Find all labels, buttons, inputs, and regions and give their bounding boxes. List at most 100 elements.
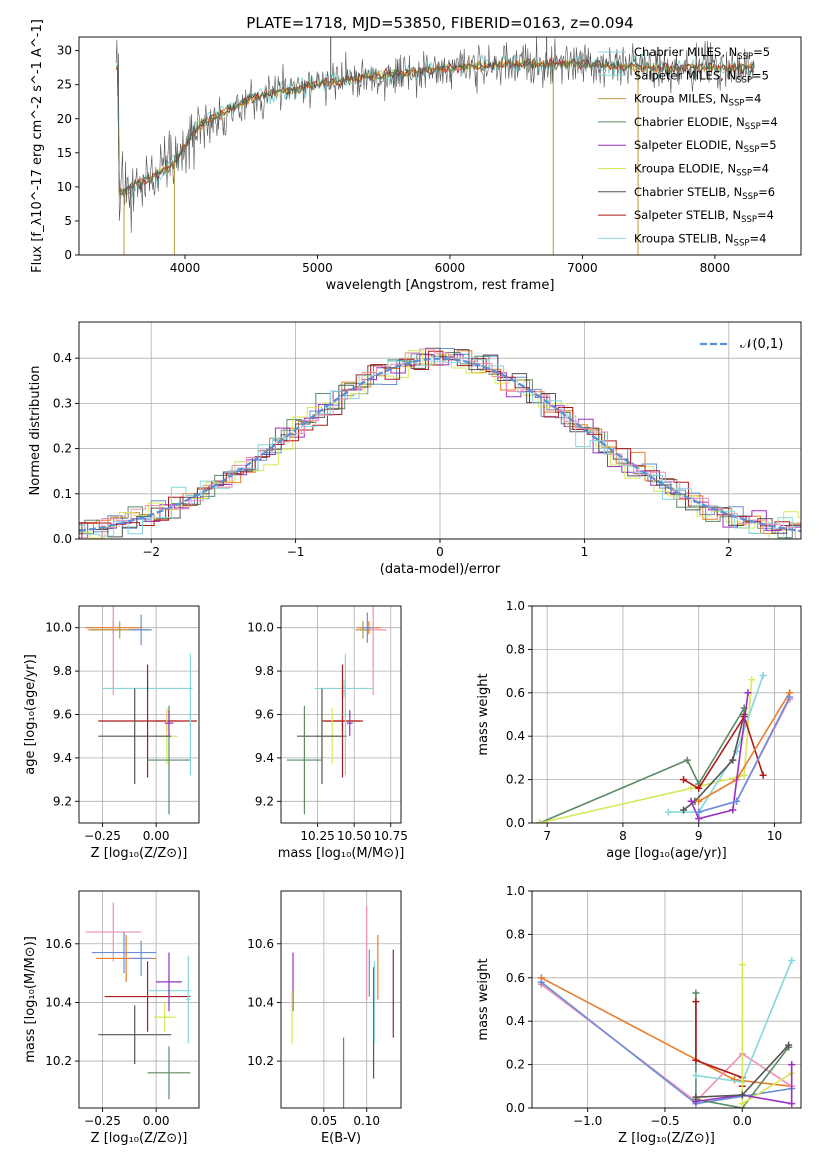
y-axis-label: Normed distribution — [28, 366, 43, 496]
series-marker — [729, 756, 737, 764]
y-tick-label: 10.4 — [247, 995, 274, 1009]
legend-label-base: Salpeter STELIB, N — [634, 208, 741, 222]
spectrum-line — [115, 57, 754, 195]
y-axis-label: mass weight — [476, 673, 491, 755]
legend-label-base: Kroupa MILES, N — [634, 92, 729, 106]
axes-frame — [78, 36, 802, 256]
panel-age_vs_Z: −0.25 0.00 9.2 9.4 9.6 9.8 10.0 Z [log₁₀(Z/Z⊙)]… — [23, 605, 200, 861]
legend-label-base: Salpeter ELODIE, N — [634, 138, 744, 152]
y-tick-label: 0.4 — [53, 351, 72, 365]
series-line — [683, 714, 764, 790]
histogram-line — [79, 354, 801, 539]
y-tick-label: 0.3 — [53, 396, 72, 410]
y-tick-label: 9.4 — [53, 751, 72, 765]
x-tick-label: 8 — [619, 829, 627, 843]
axes-frame — [78, 890, 200, 1109]
panel-weight_vs_age: 7 8 9 10 0.0 0.2 0.4 0.6 0.8 1.0 age [log₁₀(age/yr… — [476, 599, 802, 861]
panel-mass_vs_ebv: 0.05 0.10 10.2 10.4 10.6 E(B-V) — [247, 890, 402, 1146]
series-line — [539, 679, 753, 823]
series-marker — [692, 989, 700, 997]
x-axis-label: mass [log₁₀(M/M⊙)] — [278, 846, 405, 861]
legend-label: Salpeter MILES, NSSP=5 — [634, 68, 769, 85]
y-tick-label: 9.4 — [255, 751, 274, 765]
legend-label-base: Chabrier STELIB, N — [634, 185, 742, 199]
legend-label-tail: =5 — [753, 45, 770, 59]
x-tick-label: −2 — [142, 545, 160, 559]
series-line — [540, 983, 793, 1103]
x-tick-label: 10.25 — [300, 829, 334, 843]
panel-spectrum: 4000 5000 6000 7000 8000 0 5 10 15 20 25 30 waveleng… — [30, 14, 802, 293]
legend-label-base: Chabrier MILES, N — [634, 45, 737, 59]
x-axis-label: Z [log₁₀(Z/Z⊙)] — [91, 846, 188, 861]
y-tick-label: 9.8 — [255, 664, 274, 678]
legend-label-sub: SSP — [736, 169, 752, 179]
y-tick-label: 10 — [57, 180, 72, 194]
y-tick-label: 0 — [64, 248, 72, 262]
series-marker — [695, 797, 703, 805]
series-marker — [536, 819, 544, 823]
series-marker — [786, 693, 794, 701]
x-axis-label: Z [log₁₀(Z/Z⊙)] — [618, 1131, 715, 1146]
histogram-line — [79, 357, 801, 537]
axes-frame — [531, 890, 802, 1109]
legend-label: 𝒩(0,1) — [740, 337, 783, 352]
y-tick-label: 5 — [64, 214, 72, 228]
x-tick-label: 0.05 — [310, 1114, 337, 1128]
y-tick-label: 9.6 — [255, 708, 274, 722]
y-axis-label: mass [log₁₀(M/M⊙)] — [23, 936, 38, 1063]
x-tick-label: −1 — [287, 545, 305, 559]
x-tick-label: 2 — [725, 545, 733, 559]
y-tick-label: 0.6 — [506, 686, 525, 700]
y-tick-label: 9.8 — [53, 664, 72, 678]
legend-label: Chabrier ELODIE, NSSP=4 — [634, 115, 778, 132]
series-marker — [695, 815, 703, 823]
y-tick-label: 0.2 — [506, 773, 525, 787]
legend-label-sub: SSP — [737, 52, 753, 62]
x-tick-label: 1 — [581, 545, 589, 559]
y-tick-label: 25 — [57, 78, 72, 92]
x-axis-label: E(B-V) — [321, 1131, 361, 1146]
y-tick-label: 0.4 — [506, 729, 525, 743]
x-tick-label: 5000 — [302, 261, 333, 275]
series-line — [540, 977, 792, 1088]
series-marker — [738, 961, 746, 969]
histogram-line — [79, 350, 801, 539]
legend-label-base: Kroupa STELIB, N — [634, 231, 734, 245]
y-tick-label: 10.4 — [45, 995, 72, 1009]
series-marker — [692, 1093, 700, 1101]
x-tick-label: −0.25 — [84, 1114, 121, 1128]
series-line — [539, 707, 745, 823]
x-tick-label: −1.0 — [573, 1114, 602, 1128]
y-tick-label: 0.8 — [506, 927, 525, 941]
series-line — [695, 1064, 793, 1105]
legend-label-tail: =4 — [761, 115, 778, 129]
legend-label-sub: SSP — [742, 192, 758, 202]
x-tick-label: 8000 — [700, 261, 731, 275]
legend-label: Kroupa MILES, NSSP=4 — [634, 92, 761, 109]
y-tick-label: 20 — [57, 112, 72, 126]
panel-residuals: −2 −1 0 1 2 0.0 0.1 0.2 0.3 0.4 (data-model)/error… — [28, 321, 802, 577]
x-axis-label: Z [log₁₀(Z/Z⊙)] — [91, 1131, 188, 1146]
y-tick-label: 0.2 — [53, 442, 72, 456]
legend-label-base: Salpeter MILES, N — [634, 68, 736, 82]
legend-label-sub: SSP — [736, 75, 752, 85]
axes-frame — [531, 605, 802, 824]
x-axis-label: (data-model)/error — [380, 562, 501, 577]
plot-area-residuals — [79, 347, 801, 539]
legend-label-sub: SSP — [745, 122, 761, 132]
series-line — [690, 692, 749, 820]
y-tick-label: 30 — [57, 44, 72, 58]
x-tick-label: 0.10 — [353, 1114, 380, 1128]
x-tick-label: 7 — [543, 829, 551, 843]
y-tick-label: 1.0 — [506, 599, 525, 613]
legend-label-sub: SSP — [744, 145, 760, 155]
y-tick-label: 0.4 — [506, 1014, 525, 1028]
series-marker — [687, 784, 695, 792]
y-tick-label: 10.2 — [247, 1054, 274, 1068]
legend-label: Kroupa STELIB, NSSP=4 — [634, 231, 766, 248]
series-marker — [695, 784, 703, 792]
y-tick-label: 0.0 — [53, 532, 72, 546]
plot-area-mass_vs_Z — [85, 902, 191, 1100]
y-tick-label: 0.1 — [53, 487, 72, 501]
